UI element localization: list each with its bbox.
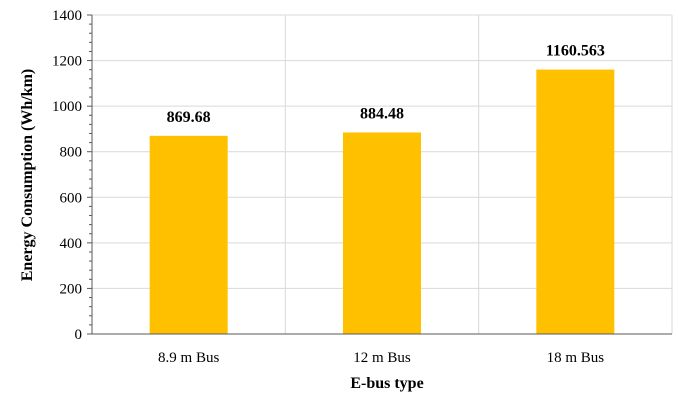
data-label-2: 1160.563 <box>546 43 605 60</box>
data-label-0: 869.68 <box>167 109 211 126</box>
x-axis-title: E-bus type <box>350 375 423 392</box>
y-tick-label-7: 1400 <box>52 8 82 24</box>
y-tick-label-5: 1000 <box>52 99 82 115</box>
bars <box>149 69 615 334</box>
y-axis-title: Energy Consumption (Wh/km) <box>19 69 36 281</box>
data-labels: 869.68 884.48 1160.563 <box>167 43 605 126</box>
y-tick-label-2: 400 <box>60 236 83 252</box>
bar-2 <box>536 69 615 334</box>
bar-1 <box>343 132 421 334</box>
y-tick-label-6: 1200 <box>52 54 82 70</box>
x-tick-labels: 8.9 m Bus 12 m Bus 18 m Bus <box>158 350 604 366</box>
y-ticks: 0 200 400 600 800 1000 1200 1400 <box>52 8 92 343</box>
data-label-1: 884.48 <box>360 105 404 122</box>
x-tick-label-0: 8.9 m Bus <box>158 350 219 366</box>
x-tick-label-2: 18 m Bus <box>547 350 605 366</box>
y-tick-label-4: 800 <box>60 145 83 161</box>
bar-0 <box>149 135 228 334</box>
axes <box>91 15 672 335</box>
x-tick-label-1: 12 m Bus <box>353 350 411 366</box>
y-tick-label-3: 600 <box>60 190 83 206</box>
y-tick-label-1: 200 <box>60 281 83 297</box>
y-tick-label-0: 0 <box>75 327 83 343</box>
